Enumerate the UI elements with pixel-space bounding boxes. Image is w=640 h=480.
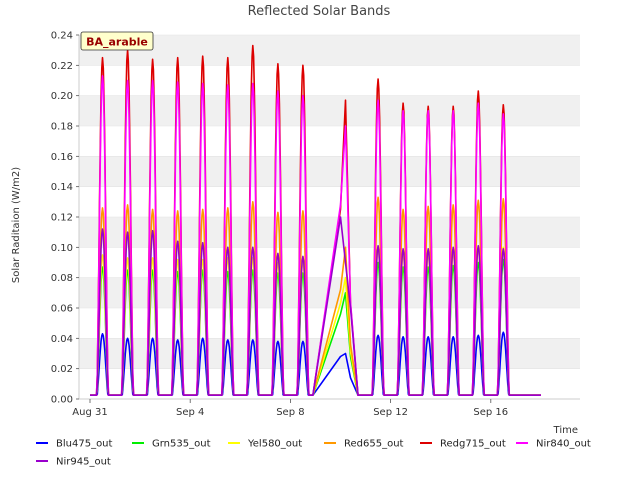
x-tick-label: Sep 12	[373, 407, 408, 418]
legend-label: Yel580_out	[247, 439, 302, 450]
grid-band	[79, 338, 580, 369]
y-tick-label: 0.08	[51, 273, 73, 284]
x-tick-label: Sep 16	[473, 407, 508, 418]
series-line-Blu475_out	[90, 331, 541, 396]
site-badge-label: BA_arable	[86, 36, 148, 49]
y-tick-label: 0.06	[51, 304, 73, 315]
series-line-Red655_out	[90, 196, 541, 396]
y-tick-label: 0.02	[51, 364, 73, 375]
y-axis: 0.00 0.02 0.04 0.06 0.08 0.10 0.12 0.14 0.16 0.18…	[51, 31, 79, 406]
y-tick-label: 0.10	[51, 243, 73, 254]
series-layer	[90, 44, 541, 396]
legend-label: Nir840_out	[536, 439, 591, 450]
y-tick-label: 0.14	[51, 182, 73, 193]
legend-label: Nir945_out	[56, 457, 111, 468]
site-badge: BA_arable	[80, 31, 154, 51]
y-tick-label: 0.16	[51, 152, 73, 163]
x-tick-label: Sep 4	[176, 407, 204, 418]
x-tick-label: Sep 8	[276, 407, 304, 418]
y-tick-label: 0.04	[51, 334, 73, 345]
chart-title: Reflected Solar Bands	[248, 4, 391, 19]
legend-label: Redg715_out	[440, 439, 506, 450]
grid-band	[79, 156, 580, 187]
site-badge-box	[80, 31, 154, 51]
legend-label: Red655_out	[344, 439, 404, 450]
y-tick-label: 0.22	[51, 61, 73, 72]
y-tick-label: 0.24	[51, 31, 73, 42]
series-line-Nir945_out	[90, 216, 541, 396]
grid-band	[79, 217, 580, 248]
plot-background	[78, 34, 580, 400]
series-line-Nir840_out	[90, 75, 541, 396]
y-tick-label: 0.00	[51, 395, 73, 406]
y-tick-label: 0.12	[51, 213, 73, 224]
y-axis-label: Solar Raditaion (W/m2)	[11, 167, 22, 283]
x-axis-label: Time	[553, 425, 578, 436]
x-tick-label: Aug 31	[72, 407, 107, 418]
legend: Blu475_out Grn535_out Yel580_out Red655_out…	[36, 439, 591, 468]
grid-band	[79, 95, 580, 126]
legend-label: Blu475_out	[56, 439, 113, 450]
grid-band	[79, 35, 580, 66]
x-axis: Aug 31 Sep 4 Sep 8 Sep 12 Sep 16	[72, 399, 508, 418]
legend-label: Grn535_out	[152, 439, 211, 450]
y-tick-label: 0.20	[51, 91, 73, 102]
y-tick-label: 0.18	[51, 122, 73, 133]
